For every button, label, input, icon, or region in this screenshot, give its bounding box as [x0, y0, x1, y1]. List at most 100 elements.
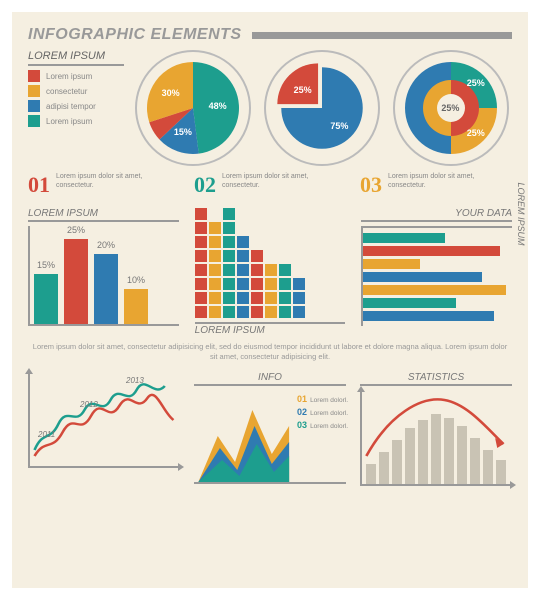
grid-cell — [195, 250, 207, 262]
grid-cell — [293, 292, 305, 304]
grid-cell — [251, 278, 263, 290]
area-legend-item: 02 Lorem dolorl. — [297, 407, 348, 417]
grid-cell — [223, 292, 235, 304]
legend-label: Lorem ipsum — [46, 117, 92, 126]
grid-cell — [251, 222, 263, 234]
grid-cell — [237, 292, 249, 304]
grid-cell — [279, 236, 291, 248]
numbered-text: Lorem ipsum dolor sit amet, consectetur. — [222, 172, 346, 190]
legend: LOREM IPSUM Lorem ipsum consectetur adip… — [28, 50, 124, 130]
grid-cell — [279, 306, 291, 318]
legend-item: Lorem ipsum — [28, 70, 124, 82]
year-label: 2013 — [126, 376, 144, 385]
legend-item: adipisi tempor — [28, 100, 124, 112]
area-chart: INFO 01 Lorem dolorl. 02 Lorem dolorl. 0… — [194, 372, 346, 486]
grid-cell — [209, 208, 221, 220]
grid-cell — [223, 278, 235, 290]
numbered-index: 02 — [194, 172, 216, 198]
area-legend-num: 03 — [297, 420, 307, 430]
area-legend-text: Lorem dolorl. — [310, 410, 348, 417]
header-rule — [252, 32, 512, 39]
numbered-item: 02 Lorem ipsum dolor sit amet, consectet… — [194, 172, 346, 198]
pie-slice-label: 75% — [330, 121, 348, 131]
grid-cell — [237, 222, 249, 234]
grid-cell — [237, 264, 249, 276]
grid-cell — [195, 222, 207, 234]
page: INFOGRAPHIC ELEMENTS LOREM IPSUM Lorem i… — [12, 12, 528, 588]
grid-cell — [293, 236, 305, 248]
grid-cell — [265, 278, 277, 290]
grid-cell — [223, 250, 235, 262]
legend-label: consectetur — [46, 87, 87, 96]
grid-cell — [209, 222, 221, 234]
grid-cell — [195, 264, 207, 276]
area-legend-item: 01 Lorem dolorl. — [297, 394, 348, 404]
grid-cell — [237, 306, 249, 318]
grid-cell — [251, 306, 263, 318]
pie-slice-label: 30% — [162, 88, 180, 98]
row-bottom: 201120122013 INFO 01 Lorem dolorl. 02 Lo… — [28, 372, 512, 486]
donut-center-label: 25% — [441, 103, 459, 113]
numbered-index: 03 — [360, 172, 382, 198]
row-pies: LOREM IPSUM Lorem ipsum consectetur adip… — [28, 50, 512, 166]
hbar — [363, 272, 482, 282]
donut-label: 25% — [467, 78, 485, 88]
grid-cell — [293, 278, 305, 290]
vbar: 10% — [124, 289, 148, 324]
legend-item: Lorem ipsum — [28, 115, 124, 127]
hbar — [363, 285, 506, 295]
grid-cell — [293, 250, 305, 262]
donut-chart: 25%25%25% — [393, 50, 509, 166]
grid-cell — [279, 250, 291, 262]
grid-cell — [209, 292, 221, 304]
grid-cell — [223, 208, 235, 220]
pie-chart-2: 75%25% — [264, 50, 380, 166]
stats-title: STATISTICS — [360, 372, 512, 386]
grid-cell — [251, 292, 263, 304]
vbar: 20% — [94, 254, 118, 324]
grid-cell — [265, 306, 277, 318]
grid-cell — [279, 222, 291, 234]
grid-cell — [195, 236, 207, 248]
hbar — [363, 298, 455, 308]
grid-cell — [223, 236, 235, 248]
hbar-title: YOUR DATA — [361, 208, 512, 222]
pie-slice-label: 48% — [209, 101, 227, 111]
grid-cell — [251, 208, 263, 220]
grid-panel: LOREM IPSUM — [195, 208, 346, 336]
hbar — [363, 246, 500, 256]
hbar — [363, 233, 445, 243]
legend-swatch — [28, 115, 40, 127]
grid-cell — [209, 250, 221, 262]
grid-chart — [195, 208, 346, 318]
grid-cell — [195, 292, 207, 304]
grid-cell — [265, 236, 277, 248]
grid-cell — [209, 236, 221, 248]
grid-cell — [251, 264, 263, 276]
grid-cell — [279, 208, 291, 220]
vbar-label: 25% — [64, 225, 88, 235]
grid-cell — [251, 250, 263, 262]
grid-cell — [293, 264, 305, 276]
vbar-title: LOREM IPSUM — [28, 208, 179, 222]
area-legend-num: 01 — [297, 394, 307, 404]
grid-cell — [293, 222, 305, 234]
header: INFOGRAPHIC ELEMENTS — [28, 26, 512, 44]
grid-cell — [279, 264, 291, 276]
numbered-text: Lorem ipsum dolor sit amet, consectetur. — [388, 172, 512, 190]
numbered-text: Lorem ipsum dolor sit amet, consectetur. — [56, 172, 180, 190]
grid-cell — [223, 222, 235, 234]
grid-cell — [265, 222, 277, 234]
grid-cell — [209, 306, 221, 318]
grid-cell — [265, 292, 277, 304]
grid-cell — [195, 208, 207, 220]
grid-cell — [251, 236, 263, 248]
numbered-item: 03 Lorem ipsum dolor sit amet, consectet… — [360, 172, 512, 198]
grid-cell — [279, 292, 291, 304]
row-numbered: 01 Lorem ipsum dolor sit amet, consectet… — [28, 172, 512, 198]
grid-cell — [265, 208, 277, 220]
hbar — [363, 311, 494, 321]
area-legend: 01 Lorem dolorl. 02 Lorem dolorl. 03 Lor… — [297, 394, 348, 433]
grid-cell — [209, 278, 221, 290]
legend-item: consectetur — [28, 85, 124, 97]
